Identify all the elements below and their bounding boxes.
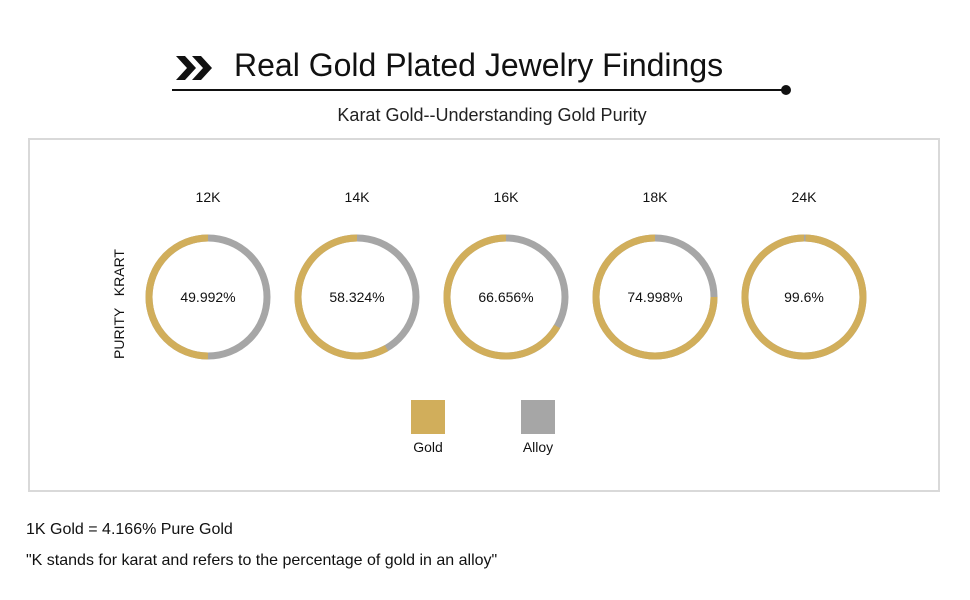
category-label-24k: 24K — [792, 189, 818, 205]
legend-label-gold: Gold — [413, 439, 443, 455]
value-label-18k: 74.998% — [627, 289, 682, 305]
ring-12k: 12K 49.992% — [145, 189, 271, 360]
gold-arc-14k — [294, 234, 389, 360]
chart-legend: Gold Alloy — [411, 400, 555, 455]
value-label-24k: 99.6% — [784, 289, 824, 305]
legend-label-alloy: Alloy — [523, 439, 553, 455]
chart-panel — [28, 138, 940, 492]
ring-18k: 18K 74.998% — [592, 189, 718, 360]
page-title: Real Gold Plated Jewelry Findings — [234, 47, 724, 83]
value-label-16k: 66.656% — [478, 289, 533, 305]
category-label-14k: 14K — [345, 189, 371, 205]
category-label-12k: 12K — [196, 189, 222, 205]
legend-swatch-gold — [411, 400, 445, 434]
y-axis-label: PURITY KRART — [111, 249, 127, 359]
value-label-14k: 58.324% — [329, 289, 384, 305]
gold-arc-24k — [741, 234, 867, 360]
ring-16k: 16K 66.656% — [443, 189, 569, 360]
ring-24k: 24K 99.6% — [741, 189, 867, 360]
gold-arc-12k — [145, 234, 209, 360]
ring-14k: 14K 58.324% — [294, 189, 420, 360]
gold-arc-18k — [592, 234, 718, 360]
double-chevron-right-icon — [176, 56, 212, 80]
category-label-18k: 18K — [643, 189, 669, 205]
purity-rings: 12K 49.992% 14K 58.324% 16K 66.656% 18K 74.998%… — [145, 189, 867, 360]
legend-swatch-alloy — [521, 400, 555, 434]
karat-definition-note: "K stands for karat and refers to the pe… — [26, 552, 498, 569]
title-underline — [172, 89, 786, 91]
karat-conversion-note: 1K Gold = 4.166% Pure Gold — [26, 521, 233, 538]
gold-arc-16k — [443, 234, 561, 360]
category-label-16k: 16K — [494, 189, 520, 205]
page-subtitle: Karat Gold--Understanding Gold Purity — [337, 105, 647, 125]
title-underline-dot — [781, 85, 791, 95]
value-label-12k: 49.992% — [180, 289, 235, 305]
